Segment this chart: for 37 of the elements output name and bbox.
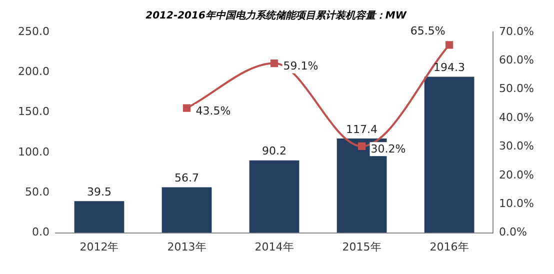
x-tick-label: 2012年 xyxy=(80,240,119,254)
y-tick-label: 200.0 xyxy=(18,65,50,78)
y-tick-label: 0.0 xyxy=(32,226,50,239)
point xyxy=(445,41,454,49)
data-label: 56.7 xyxy=(174,172,200,185)
y2-tick-label: 40.0% xyxy=(499,110,534,124)
bar xyxy=(162,187,212,233)
data-label: 30.2% xyxy=(370,142,406,156)
y2-tick-label: 60.0% xyxy=(499,54,534,67)
data-label: 59.1% xyxy=(283,60,318,73)
chart-title: 2012-2016年中国电力系统储能项目累计装机容量：MW xyxy=(146,10,408,22)
data-label: 43.5% xyxy=(196,104,231,118)
data-label: 117.4 xyxy=(346,122,378,136)
point xyxy=(358,142,366,150)
point xyxy=(182,104,191,112)
data-label: 194.3 xyxy=(434,61,466,74)
y2-tick-label: 20.0% xyxy=(499,168,534,182)
y2-tick-label: 10.0% xyxy=(499,196,534,210)
y-tick-label: 150.0 xyxy=(18,105,50,118)
bar xyxy=(74,201,124,233)
data-label: 39.5 xyxy=(86,185,112,198)
bar xyxy=(249,160,300,233)
point xyxy=(270,59,278,68)
y-tick-label: 100.0 xyxy=(18,145,50,158)
bar xyxy=(424,76,474,233)
y2-tick-label: 30.0% xyxy=(499,140,534,153)
x-tick-label: 2016年 xyxy=(430,240,469,254)
data-label: 65.5% xyxy=(410,24,446,38)
x-tick-label: 2015年 xyxy=(342,240,382,254)
y-tick-label: 250.0 xyxy=(18,24,50,38)
x-tick-label: 2014年 xyxy=(254,240,294,254)
x-tick-label: 2013年 xyxy=(167,240,206,254)
y-tick-label: 50.0 xyxy=(24,186,50,198)
y2-tick-label: 50.0% xyxy=(499,82,534,96)
y2-tick-label: 0.0% xyxy=(499,226,528,239)
y2-tick-label: 70.0% xyxy=(499,24,534,38)
data-label: 90.2 xyxy=(262,144,287,158)
